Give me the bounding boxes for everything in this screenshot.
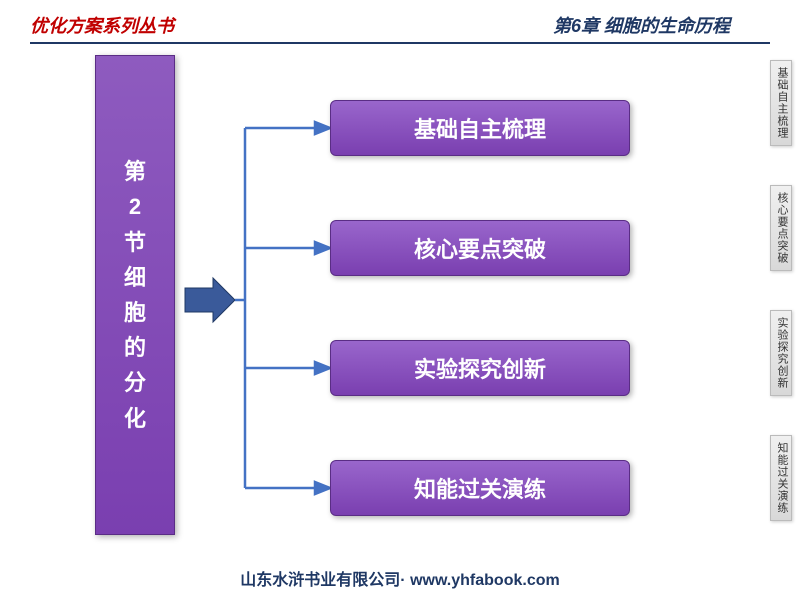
branch-label: 基础自主梳理	[414, 112, 546, 144]
page-footer: 山东水浒书业有限公司· www.yhfabook.com	[0, 566, 800, 590]
branch-box-2[interactable]: 实验探究创新	[330, 340, 630, 396]
footer-url: www.yhfabook.com	[410, 572, 560, 589]
branch-label: 核心要点突破	[414, 232, 546, 264]
page-header: 优化方案系列丛书 第6章 细胞的生命历程	[0, 0, 800, 50]
side-tab-label: 核心要点突破	[776, 192, 788, 264]
main-arrow-icon	[185, 278, 235, 322]
main-line: 胞	[124, 295, 146, 330]
main-line: 2	[129, 189, 141, 224]
series-title: 优化方案系列丛书	[30, 12, 174, 38]
main-topic-box: 第 2 节 细 胞 的 分 化	[95, 55, 175, 535]
branch-label: 实验探究创新	[414, 352, 546, 384]
branch-box-3[interactable]: 知能过关演练	[330, 460, 630, 516]
header-divider	[30, 42, 770, 44]
connector-lines	[235, 90, 295, 510]
main-line: 节	[124, 225, 146, 260]
footer-company: 山东水浒书业有限公司·	[240, 572, 405, 589]
side-tab-3[interactable]: 知能过关演练	[770, 435, 792, 521]
side-tab-label: 实验探究创新	[776, 317, 788, 389]
branch-box-1[interactable]: 核心要点突破	[330, 220, 630, 276]
main-line: 细	[124, 260, 146, 295]
chapter-title: 第6章 细胞的生命历程	[553, 12, 730, 38]
main-line: 分	[124, 365, 146, 400]
main-line: 第	[124, 154, 146, 189]
branch-label: 知能过关演练	[414, 472, 546, 504]
branch-box-0[interactable]: 基础自主梳理	[330, 100, 630, 156]
side-tab-1[interactable]: 核心要点突破	[770, 185, 792, 271]
side-tab-2[interactable]: 实验探究创新	[770, 310, 792, 396]
main-line: 化	[124, 401, 146, 436]
side-tab-0[interactable]: 基础自主梳理	[770, 60, 792, 146]
side-tab-label: 知能过关演练	[776, 442, 788, 514]
side-tab-label: 基础自主梳理	[776, 67, 788, 139]
main-line: 的	[124, 330, 146, 365]
